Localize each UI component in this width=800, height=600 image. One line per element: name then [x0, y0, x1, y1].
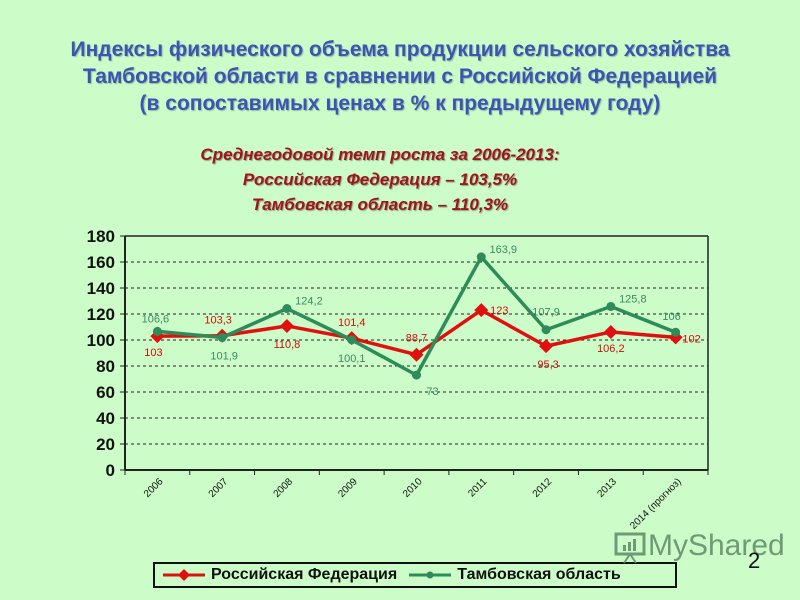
- x-tick-label: 2012: [531, 476, 555, 500]
- data-label: 103,3: [204, 315, 232, 327]
- data-point-diamond: [474, 303, 489, 318]
- x-tick-label: 2006: [142, 476, 166, 500]
- watermark: MyShared: [612, 528, 785, 564]
- data-label: 100,1: [338, 353, 366, 365]
- legend-label-tambov: Тамбовская область: [457, 566, 621, 583]
- green-circle-line-icon: [409, 571, 452, 579]
- page-number: 2: [748, 548, 761, 573]
- data-point-circle: [476, 252, 486, 262]
- y-tick-label: 60: [96, 383, 115, 402]
- data-point-diamond: [409, 347, 424, 362]
- data-point-circle: [152, 326, 162, 336]
- data-point-circle: [412, 370, 421, 380]
- data-label: 124,2: [295, 296, 323, 308]
- summary-tambov: Тамбовская область – 110,3%: [251, 195, 509, 214]
- x-tick-label: 2011: [466, 476, 489, 499]
- data-label: 101,4: [338, 317, 366, 329]
- x-tick-label: 2008: [272, 476, 296, 500]
- data-point-circle: [541, 325, 551, 335]
- data-point-diamond: [603, 324, 618, 339]
- data-point-circle: [282, 304, 292, 314]
- y-tick-label: 160: [87, 253, 115, 272]
- chart-legend: Российская Федерация Тамбовская область: [153, 562, 677, 588]
- y-tick-label: 20: [96, 435, 115, 454]
- data-label: 163,9: [490, 244, 518, 256]
- data-label: 73: [426, 386, 438, 398]
- presentation-board-icon: [614, 532, 646, 564]
- x-tick-label: 2009: [336, 476, 360, 500]
- summary-heading: Среднегодовой темп роста за 2006-2013:: [200, 145, 560, 164]
- average-growth-summary: Среднегодовой темп роста за 2006-2013: Р…: [170, 142, 590, 217]
- page-title: Индексы физического объема продукции сел…: [0, 36, 800, 117]
- data-point-circle: [671, 327, 681, 337]
- y-tick-label: 40: [96, 409, 115, 428]
- data-label: 106: [662, 311, 680, 323]
- title-line-2: Тамбовской области в сравнении с Российс…: [82, 65, 718, 88]
- data-label: 88,7: [406, 333, 427, 345]
- data-label: 107,9: [532, 307, 560, 319]
- y-tick-label: 140: [87, 279, 115, 298]
- data-label: 103: [144, 347, 162, 359]
- y-tick-label: 0: [106, 461, 115, 480]
- data-point-circle: [347, 335, 357, 345]
- red-diamond-line-icon: [163, 569, 205, 581]
- legend-item-rf: Российская Федерация: [161, 566, 397, 584]
- data-point-circle: [217, 333, 227, 343]
- data-label: 102: [682, 333, 700, 345]
- data-label: 125,8: [619, 293, 647, 305]
- title-line-3: (в сопоставимых ценах в % к предыдущему …: [139, 92, 661, 115]
- x-tick-label: 2014 (прогноз): [628, 476, 683, 531]
- data-label: 106,2: [597, 343, 625, 355]
- data-label: 123: [490, 305, 508, 317]
- x-tick-label: 2010: [401, 476, 425, 500]
- x-tick-label: 2013: [595, 476, 619, 500]
- y-tick-label: 120: [87, 305, 115, 324]
- data-point-diamond: [279, 318, 294, 333]
- watermark-text: MyShared: [648, 529, 785, 562]
- summary-rf: Российская Федерация – 103,5%: [242, 170, 518, 189]
- data-label: 110,8: [274, 339, 301, 351]
- legend-label-rf: Российская Федерация: [211, 566, 398, 583]
- data-point-diamond: [539, 339, 554, 354]
- title-line-1: Индексы физического объема продукции сел…: [70, 38, 730, 61]
- data-label: 95,3: [537, 359, 558, 371]
- x-tick-label: 2007: [207, 476, 231, 500]
- y-tick-label: 80: [96, 357, 115, 376]
- data-point-circle: [606, 301, 616, 311]
- data-label: 101,9: [210, 351, 238, 363]
- legend-item-tambov: Тамбовская область: [407, 566, 621, 584]
- y-tick-label: 180: [87, 227, 115, 246]
- y-tick-label: 100: [87, 331, 115, 350]
- data-label: 106,6: [142, 313, 170, 325]
